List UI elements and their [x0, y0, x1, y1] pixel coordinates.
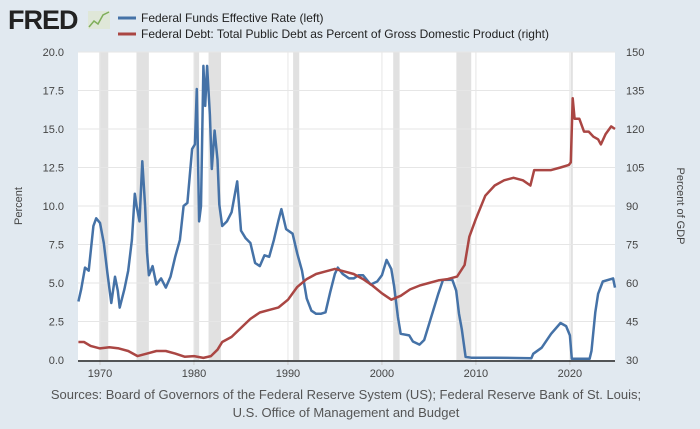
y-tick-left: 17.5 — [43, 86, 64, 98]
x-tick-label: 1970 — [88, 368, 112, 380]
y-tick-right: 150 — [626, 47, 644, 59]
y-tick-right: 60 — [626, 278, 638, 290]
y-tick-left: 0.0 — [49, 355, 64, 367]
x-tick-label: 1980 — [182, 368, 206, 380]
x-tick-label: 2010 — [464, 368, 488, 380]
sources-line-2: U.S. Office of Management and Budget — [233, 405, 460, 420]
y-tick-left: 12.5 — [43, 163, 64, 175]
y-tick-left: 7.5 — [49, 240, 64, 252]
y-tick-right: 135 — [626, 86, 644, 98]
x-tick-label: 1990 — [276, 368, 300, 380]
logo-chart-icon — [88, 11, 110, 29]
y-tick-right: 120 — [626, 124, 644, 136]
x-tick-label: 2000 — [370, 368, 394, 380]
legend: Federal Funds Effective Rate (left) Fede… — [118, 11, 549, 41]
series-line-fed-funds-rate — [77, 64, 617, 361]
series-lines — [77, 64, 617, 361]
y-tick-right: 105 — [626, 163, 644, 175]
legend-label-debt: Federal Debt: Total Public Debt as Perce… — [141, 27, 549, 41]
right-axis-ticks: 30 45 60 75 90 105 120 135 150 — [626, 47, 644, 367]
left-axis-label: Percent — [13, 187, 25, 225]
y-tick-right: 75 — [626, 240, 638, 252]
series-line-federal-debt — [78, 96, 616, 360]
y-tick-left: 5.0 — [49, 278, 64, 290]
y-tick-left: 20.0 — [43, 47, 64, 59]
left-axis-ticks: 0.0 2.5 5.0 7.5 10.0 12.5 15.0 17.5 20.0 — [43, 47, 64, 367]
y-tick-right: 90 — [626, 201, 638, 213]
sources-line-1: Sources: Board of Governors of the Feder… — [51, 387, 641, 402]
y-tick-left: 2.5 — [49, 317, 64, 329]
y-tick-right: 45 — [626, 317, 638, 329]
logo-text: FRED — [8, 5, 78, 35]
x-tick-label: 2020 — [558, 368, 582, 380]
gridlines — [78, 51, 615, 360]
logo-chart-line — [88, 11, 110, 28]
right-axis-label: Percent of GDP — [674, 167, 686, 244]
fred-logo[interactable]: FRED — [8, 5, 110, 35]
x-axis-ticks: 1970 1980 1990 2000 2010 2020 — [88, 360, 582, 380]
y-tick-right: 30 — [626, 355, 638, 367]
y-tick-left: 15.0 — [43, 124, 64, 136]
legend-label-ffr: Federal Funds Effective Rate (left) — [141, 11, 324, 25]
y-tick-left: 10.0 — [43, 201, 64, 213]
